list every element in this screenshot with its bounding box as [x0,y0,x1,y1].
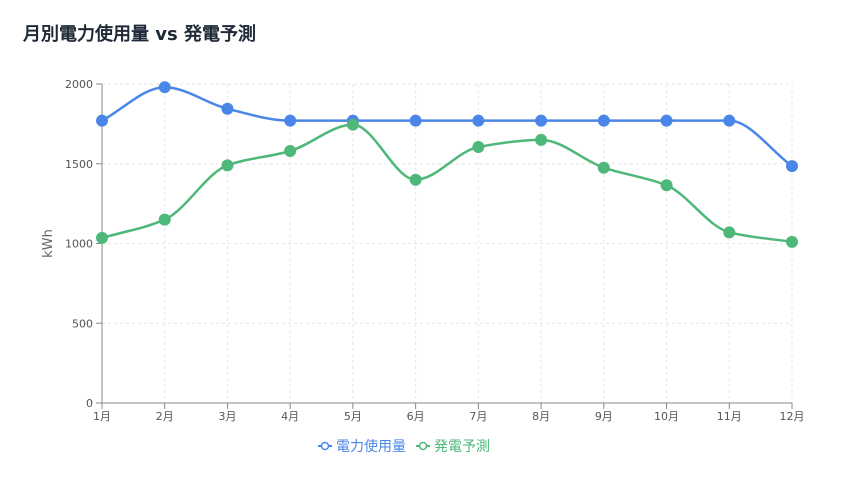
legend-marker-0 [320,441,330,451]
x-tick-label-8: 9月 [595,410,613,423]
data-point-1-7[interactable] [535,133,548,146]
data-point-1-10[interactable] [723,226,736,239]
data-point-0-1[interactable] [158,81,171,94]
data-point-1-5[interactable] [409,173,422,186]
legend-label-1[interactable]: 発電予測 [434,439,490,455]
y-tick-label-0: 0 [86,397,93,410]
y-axis-label: kWh [41,229,56,258]
y-tick-label-2: 1000 [65,238,93,251]
x-tick-label-10: 11月 [717,410,742,423]
x-tick-label-9: 10月 [654,410,679,423]
x-tick-label-6: 7月 [469,410,487,423]
x-tick-label-7: 8月 [532,410,550,423]
x-tick-label-11: 12月 [780,410,805,423]
x-tick-label-5: 6月 [407,410,425,423]
data-point-0-10[interactable] [723,114,736,127]
data-point-1-11[interactable] [786,235,798,248]
series-line-1 [101,123,793,244]
data-point-0-3[interactable] [284,114,297,127]
data-point-1-3[interactable] [284,144,297,157]
data-point-1-6[interactable] [472,141,485,154]
data-point-0-0[interactable] [96,114,108,127]
data-point-0-5[interactable] [409,114,422,127]
x-tick-label-1: 2月 [156,410,174,423]
data-point-0-6[interactable] [472,114,485,127]
data-point-0-8[interactable] [597,114,610,127]
legend-marker-1 [418,441,428,451]
data-point-0-2[interactable] [221,102,234,115]
data-point-0-9[interactable] [660,114,673,127]
x-tick-label-2: 3月 [218,410,236,423]
data-point-1-2[interactable] [221,159,234,172]
x-tick-label-3: 4月 [281,410,299,423]
chart-title: 月別電力使用量 vs 発電予測 [23,24,256,45]
data-point-1-8[interactable] [597,161,610,174]
y-tick-label-3: 1500 [65,158,93,171]
x-tick-label-4: 5月 [344,410,362,423]
data-point-1-0[interactable] [96,231,108,244]
legend-label-0[interactable]: 電力使用量 [336,438,406,455]
data-point-1-4[interactable] [346,118,359,131]
data-point-1-1[interactable] [158,213,171,226]
data-point-0-11[interactable] [786,160,798,173]
x-tick-label-0: 1月 [93,410,111,423]
y-tick-label-1: 500 [72,317,93,330]
data-point-0-7[interactable] [535,114,548,127]
y-tick-label-4: 2000 [65,78,93,91]
series-line-0 [101,85,793,168]
data-point-1-9[interactable] [660,179,673,192]
